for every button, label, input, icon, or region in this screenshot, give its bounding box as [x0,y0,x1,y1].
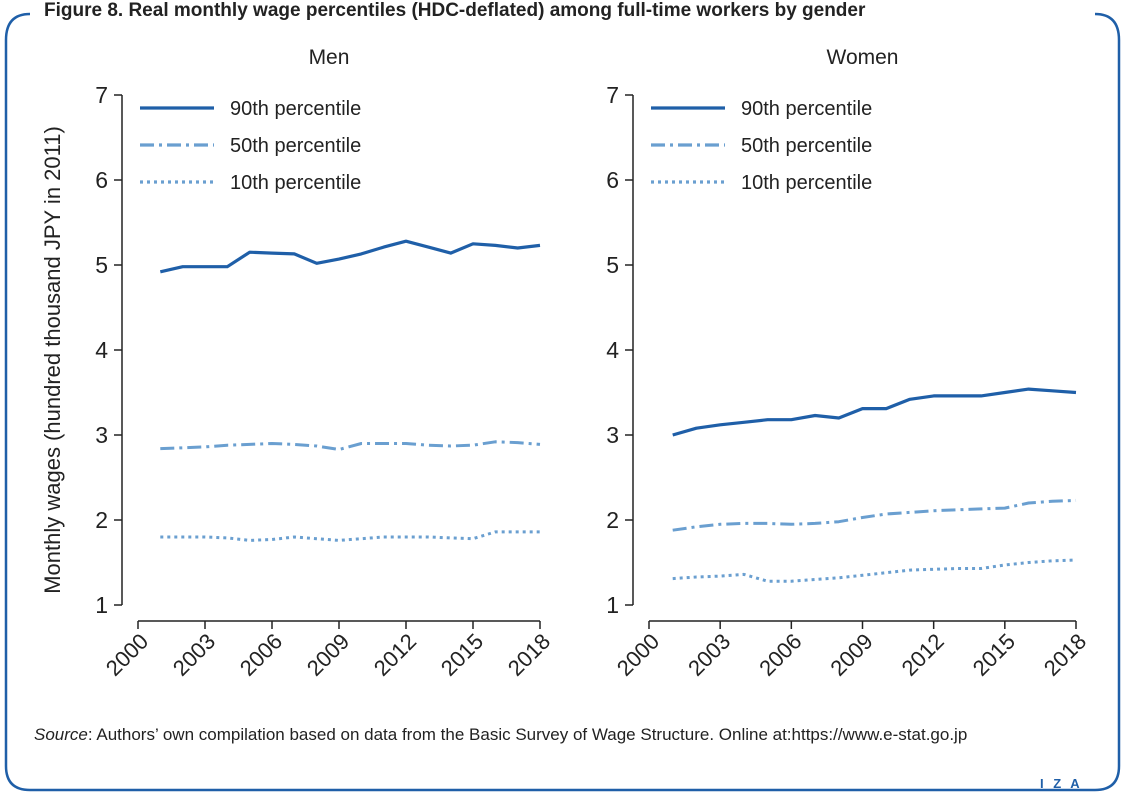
series-line-10th [160,530,540,542]
y-tick-label: 1 [95,592,108,618]
x-tick-label: 2015 [436,629,488,681]
legend-label: 10th percentile [230,172,361,194]
y-tick-label: 3 [95,422,108,448]
x-tick-label: 2006 [235,629,287,681]
series-line-50th [160,440,541,451]
y-tick-label: 6 [95,167,108,193]
legend-label: 50th percentile [741,135,872,157]
series-line-90th [159,239,541,274]
source-label: Source [34,725,88,744]
x-tick-label: 2006 [754,629,806,681]
panel-men: Men 1 2 3 4 5 6 7 2000 2003 2006 2009 2012 2015 2018 90… [95,46,555,681]
x-tick-label: 2018 [503,629,555,681]
x-tick-label: 2000 [101,629,153,681]
y-tick-label: 7 [95,82,108,108]
y-tick-label: 2 [95,507,108,533]
y-tick-label: 5 [606,252,619,278]
source-note: Source: Authors’ own compilation based o… [34,722,1094,747]
iza-logo: I Z A [1040,776,1083,791]
figure-frame [4,12,1121,792]
y-tick-label: 3 [606,422,619,448]
y-tick-label: 2 [606,507,619,533]
x-tick-label: 2018 [1039,629,1091,681]
source-text: : Authors’ own compilation based on data… [87,725,968,744]
y-tick-label: 6 [606,167,619,193]
legend-label: 90th percentile [741,98,872,120]
series-line-90th [672,387,1077,437]
y-axis-label: Monthly wages (hundred thousand JPY in 2… [40,126,65,594]
x-tick-label: 2003 [168,629,220,681]
panel-title: Men [309,46,350,69]
y-tick-label: 1 [606,592,619,618]
panel-women: Women 1 2 3 4 5 6 7 2000 2003 2006 2009 2012 2015 2018… [606,46,1091,681]
x-tick-label: 2003 [683,629,735,681]
figure-title: Figure 8. Real monthly wage percentiles … [38,0,872,22]
chart-panels: Men 1 2 3 4 5 6 7 2000 2003 2006 2009 2012 2015 2018 90… [95,46,1091,681]
y-tick-label: 7 [606,82,619,108]
panel-title: Women [827,46,899,69]
x-tick-label: 2012 [369,629,421,681]
legend-label: 90th percentile [230,98,361,120]
x-tick-label: 2015 [968,629,1020,681]
x-tick-label: 2012 [897,629,949,681]
x-tick-label: 2009 [825,629,877,681]
legend-label: 50th percentile [230,135,361,157]
y-tick-label: 5 [95,252,108,278]
y-tick-label: 4 [606,337,619,363]
y-tick-label: 4 [95,337,108,363]
x-tick-label: 2000 [612,629,664,681]
x-tick-label: 2009 [302,629,354,681]
legend-label: 10th percentile [741,172,872,194]
series-line-50th [672,498,1077,532]
series-line-10th [672,558,1077,583]
